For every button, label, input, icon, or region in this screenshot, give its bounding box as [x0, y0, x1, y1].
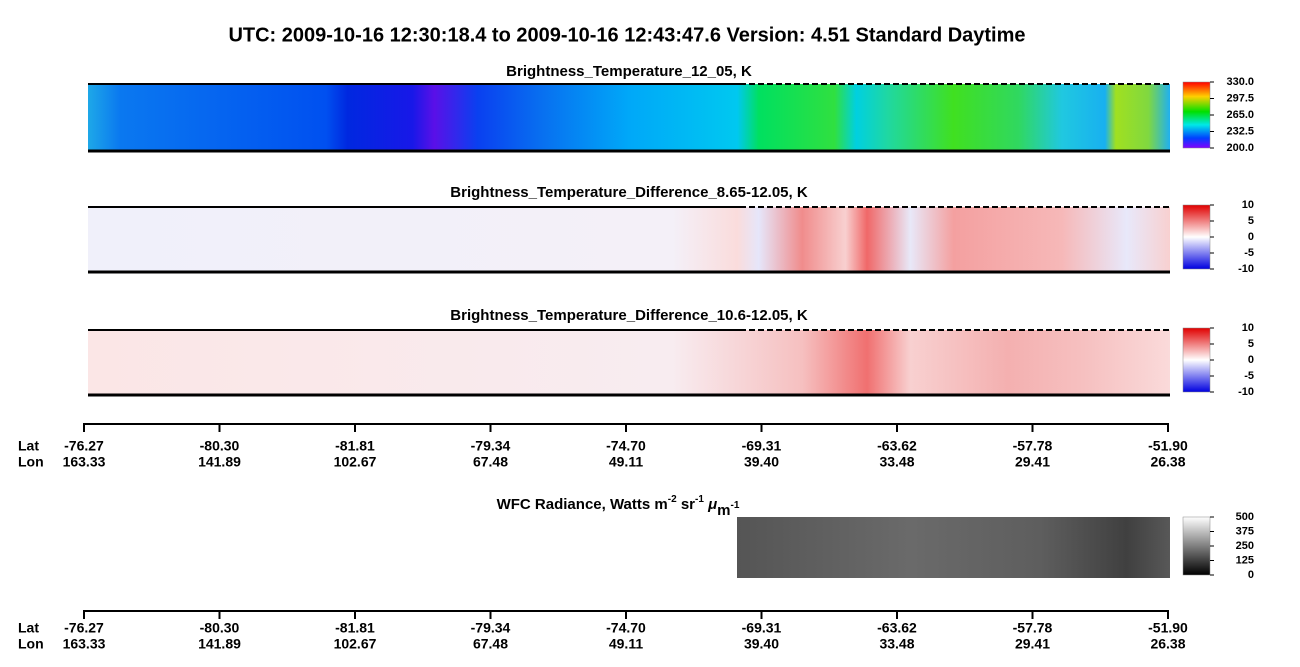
- lon-label: 33.48: [879, 636, 914, 652]
- panel-image: [88, 207, 1170, 272]
- colorbar-tick-label: 0: [1248, 569, 1254, 581]
- lat-label: -76.27: [64, 438, 104, 454]
- lon-label: 67.48: [473, 636, 508, 652]
- lon-label: 163.33: [63, 636, 106, 652]
- lat-label: -74.70: [606, 438, 646, 454]
- colorbar-tick-label: 0: [1248, 354, 1254, 366]
- title-part: WFC Radiance, Watts m: [497, 496, 668, 513]
- lon-label: 29.41: [1015, 636, 1050, 652]
- panel-title: WFC Radiance, Watts m-2 sr-1 μm-1: [497, 494, 740, 519]
- lat-label: -76.27: [64, 620, 104, 636]
- colorbar-tick-label: 265.0: [1226, 109, 1254, 121]
- page-title: UTC: 2009-10-16 12:30:18.4 to 2009-10-16…: [228, 24, 1025, 46]
- lat-label: -79.34: [471, 620, 511, 636]
- lon-label: 49.11: [609, 454, 643, 470]
- colorbar-tick-label: 0: [1248, 231, 1254, 243]
- axis-label: Lon: [18, 636, 44, 652]
- colorbar: [1182, 204, 1211, 270]
- lon-label: 163.33: [63, 454, 106, 470]
- lat-label: -57.78: [1013, 620, 1053, 636]
- lat-label: -74.70: [606, 620, 646, 636]
- colorbar: [1182, 516, 1211, 576]
- colorbar: [1182, 327, 1211, 393]
- colorbar-tick-label: 200.0: [1226, 142, 1254, 154]
- lon-label: 141.89: [198, 454, 241, 470]
- colorbar-tick-label: 500: [1236, 511, 1254, 523]
- lat-label: -69.31: [742, 620, 782, 636]
- lat-label: -81.81: [335, 438, 375, 454]
- lon-label: 102.67: [334, 454, 377, 470]
- colorbar-tick-label: 250: [1236, 540, 1254, 552]
- lon-label: 141.89: [198, 636, 241, 652]
- panel-image: [88, 84, 1170, 151]
- lat-label: -63.62: [877, 438, 917, 454]
- lon-label: 29.41: [1015, 454, 1050, 470]
- lon-label: 39.40: [744, 636, 779, 652]
- lat-label: -51.90: [1148, 438, 1188, 454]
- colorbar-tick-label: -5: [1244, 247, 1254, 259]
- lat-label: -80.30: [200, 438, 240, 454]
- lon-label: 49.11: [609, 636, 643, 652]
- colorbar-tick-label: -5: [1244, 370, 1254, 382]
- colorbar-tick-label: 10: [1242, 199, 1254, 211]
- colorbar-tick-label: 330.0: [1226, 76, 1254, 88]
- colorbar-tick-label: 5: [1248, 215, 1254, 227]
- lon-label: 26.38: [1150, 636, 1185, 652]
- panel-image: [88, 330, 1170, 395]
- axis-label: Lat: [18, 620, 39, 636]
- lon-label: 39.40: [744, 454, 779, 470]
- colorbar-tick-label: 375: [1236, 525, 1254, 537]
- colorbar: [1182, 81, 1211, 149]
- lon-label: 67.48: [473, 454, 508, 470]
- lat-label: -69.31: [742, 438, 782, 454]
- colorbar-tick-label: -10: [1238, 386, 1254, 398]
- lat-label: -63.62: [877, 620, 917, 636]
- lon-label: 33.48: [879, 454, 914, 470]
- panel-title: Brightness_Temperature_Difference_10.6-1…: [450, 307, 808, 324]
- lon-label: 102.67: [334, 636, 377, 652]
- title-part: -2: [668, 494, 677, 505]
- colorbar-tick-label: -10: [1238, 263, 1254, 275]
- colorbar-tick-label: 10: [1242, 322, 1254, 334]
- lat-label: -81.81: [335, 620, 375, 636]
- title-part: sr: [677, 496, 696, 513]
- axis-label: Lat: [18, 438, 39, 454]
- lat-label: -80.30: [200, 620, 240, 636]
- title-part: -1: [730, 500, 739, 511]
- panel-title: Brightness_Temperature_12_05, K: [506, 63, 752, 80]
- colorbar-tick-label: 297.5: [1226, 92, 1254, 104]
- lat-label: -51.90: [1148, 620, 1188, 636]
- axis-label: Lon: [18, 454, 44, 470]
- panel-title: Brightness_Temperature_Difference_8.65-1…: [450, 184, 808, 201]
- title-part: -1: [695, 494, 704, 505]
- title-part: m: [717, 502, 730, 519]
- title-part: μ: [707, 496, 717, 513]
- colorbar-tick-label: 5: [1248, 338, 1254, 350]
- colorbar-tick-label: 232.5: [1226, 125, 1254, 137]
- lat-label: -57.78: [1013, 438, 1053, 454]
- wfc-image: [737, 517, 1170, 578]
- lat-label: -79.34: [471, 438, 511, 454]
- colorbar-tick-label: 125: [1236, 554, 1254, 566]
- lon-label: 26.38: [1150, 454, 1185, 470]
